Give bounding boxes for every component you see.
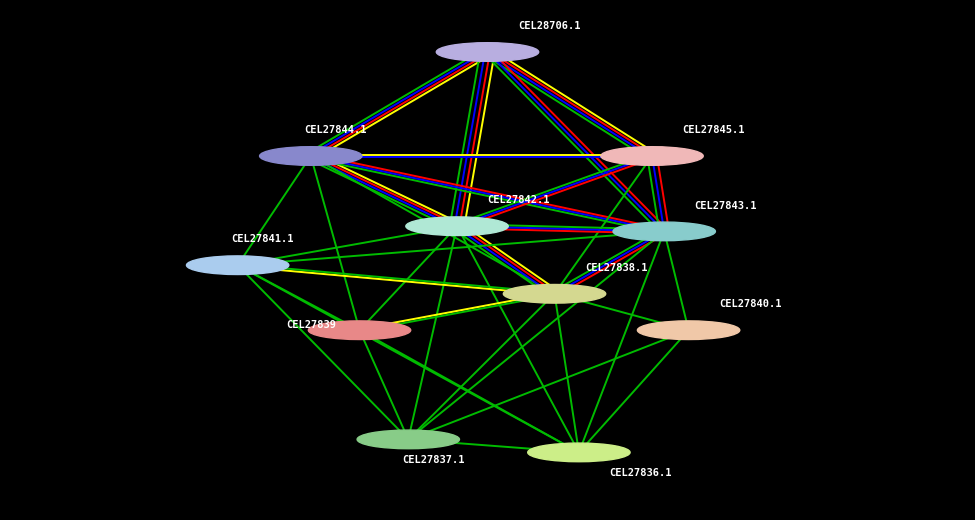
Ellipse shape <box>259 147 362 165</box>
Text: CEL27837.1: CEL27837.1 <box>402 456 465 465</box>
Text: CEL27843.1: CEL27843.1 <box>694 201 758 211</box>
Text: CEL27839: CEL27839 <box>287 320 336 330</box>
Text: CEL27840.1: CEL27840.1 <box>720 300 782 309</box>
Ellipse shape <box>437 43 538 61</box>
Ellipse shape <box>503 284 605 303</box>
Ellipse shape <box>601 147 703 165</box>
Text: CEL27844.1: CEL27844.1 <box>304 125 368 135</box>
Text: CEL28706.1: CEL28706.1 <box>518 21 580 31</box>
Ellipse shape <box>638 321 740 340</box>
Text: CEL27845.1: CEL27845.1 <box>682 125 745 135</box>
Text: CEL27841.1: CEL27841.1 <box>232 235 294 244</box>
Text: CEL27838.1: CEL27838.1 <box>585 263 647 273</box>
Text: CEL27842.1: CEL27842.1 <box>488 196 550 205</box>
Ellipse shape <box>406 217 508 236</box>
Text: CEL27836.1: CEL27836.1 <box>609 469 672 478</box>
Ellipse shape <box>186 256 289 275</box>
Ellipse shape <box>357 430 459 449</box>
Ellipse shape <box>527 443 630 462</box>
Ellipse shape <box>308 321 410 340</box>
Ellipse shape <box>613 222 716 241</box>
